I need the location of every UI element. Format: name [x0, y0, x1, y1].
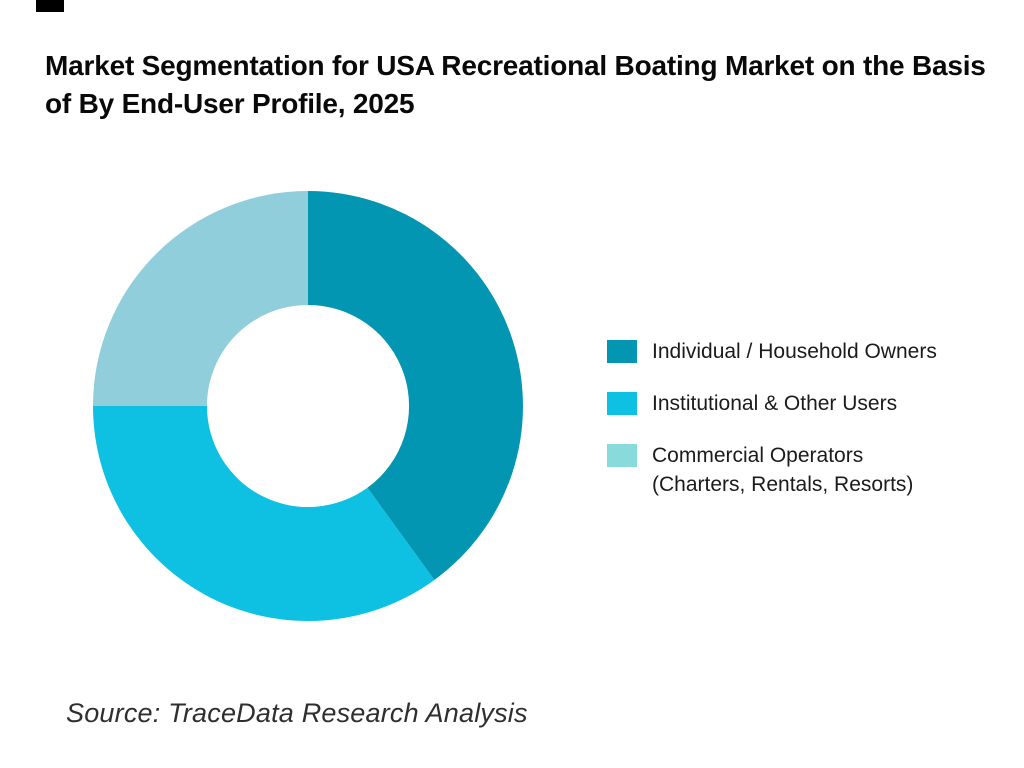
- legend-label-commercial: Commercial Operators (Charters, Rentals,…: [652, 441, 913, 499]
- donut-segment-1: [308, 191, 523, 580]
- legend-label-institutional: Institutional & Other Users: [652, 392, 898, 415]
- legend-item-individual: Individual / Household Owners: [607, 337, 937, 366]
- legend: Individual / Household Owners Institutio…: [607, 337, 937, 522]
- legend-label-individual: Individual / Household Owners: [652, 340, 937, 363]
- legend-swatch-commercial: [607, 444, 637, 467]
- legend-item-commercial: Commercial Operators (Charters, Rentals,…: [607, 441, 937, 499]
- legend-label-commercial-line2: (Charters, Rentals, Resorts): [652, 473, 914, 496]
- chart-title: Market Segmentation for USA Recreational…: [45, 50, 986, 119]
- legend-label-commercial-line1: Commercial Operators: [652, 444, 864, 467]
- legend-swatch-institutional: [607, 392, 637, 415]
- donut-chart: [93, 191, 523, 621]
- donut-segment-2: [93, 406, 435, 621]
- donut-segment-3: [93, 191, 308, 406]
- source-note: Source: TraceData Research Analysis: [66, 698, 528, 728]
- legend-item-institutional: Institutional & Other Users: [607, 389, 937, 418]
- legend-swatch-individual: [607, 340, 637, 363]
- top-left-decoration-bar: [36, 0, 64, 12]
